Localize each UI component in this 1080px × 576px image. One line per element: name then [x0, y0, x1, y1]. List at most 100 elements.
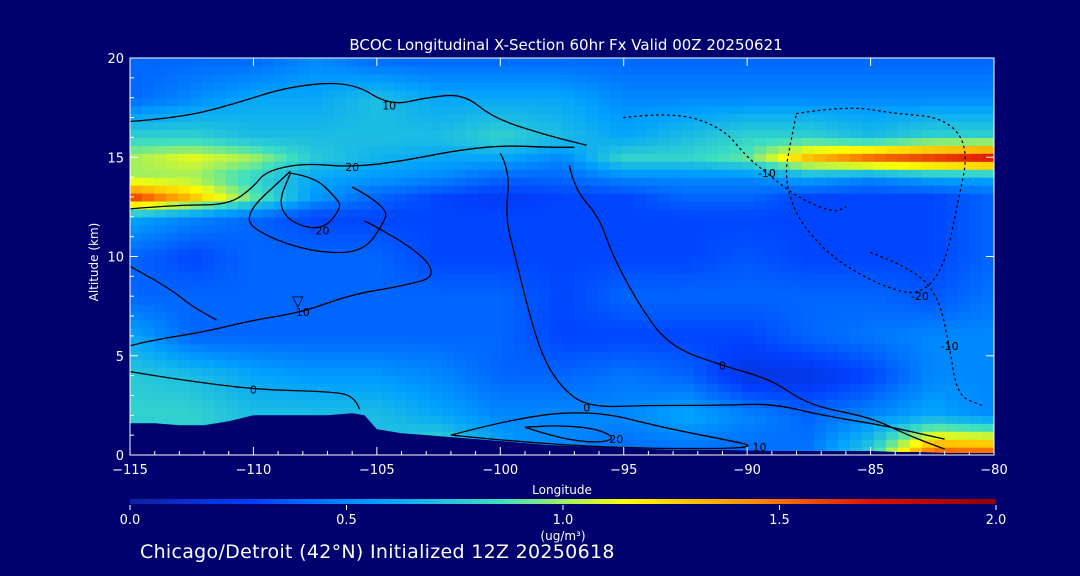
heatmap-cell [634, 351, 647, 361]
heatmap-cell [370, 89, 383, 99]
heatmap-cell [790, 359, 803, 369]
heatmap-cell [214, 367, 227, 377]
heatmap-cell [538, 153, 551, 162]
heatmap-cell [286, 200, 299, 210]
heatmap-cell [262, 177, 275, 186]
heatmap-cell [550, 192, 563, 202]
heatmap-cell [502, 192, 515, 202]
heatmap-cell [634, 208, 647, 218]
heatmap-cell [982, 248, 994, 258]
heatmap-cell [442, 312, 455, 321]
heatmap-cell [298, 105, 311, 115]
heatmap-cell [922, 137, 935, 146]
heatmap-cell [622, 216, 635, 226]
heatmap-cell [754, 272, 767, 281]
heatmap-cell [202, 327, 215, 337]
heatmap-cell [358, 97, 371, 107]
heatmap-cell [802, 161, 815, 170]
heatmap-cell [898, 58, 911, 67]
heatmap-cell [178, 304, 191, 313]
heatmap-cell [262, 304, 275, 313]
heatmap-cell [202, 224, 215, 234]
heatmap-cell [478, 407, 491, 416]
heatmap-cell [454, 81, 467, 91]
chart-title: BCOC Longitudinal X-Section 60hr Fx Vali… [349, 36, 782, 54]
heatmap-cell [322, 351, 335, 361]
heatmap-cell [826, 439, 839, 448]
heatmap-cell [166, 280, 179, 289]
heatmap-cell [850, 359, 863, 369]
heatmap-cell [514, 304, 527, 313]
heatmap-cell [958, 137, 971, 146]
heatmap-cell [598, 304, 611, 313]
heatmap-cell [586, 304, 599, 313]
heatmap-cell [142, 224, 155, 234]
heatmap-cell [910, 232, 923, 242]
heatmap-cell [238, 280, 251, 289]
heatmap-cell [430, 161, 443, 170]
heatmap-cell [766, 327, 779, 337]
heatmap-cell [130, 113, 143, 123]
heatmap-cell [130, 264, 143, 273]
heatmap-cell [514, 105, 527, 115]
heatmap-cell [130, 208, 143, 218]
heatmap-cell [670, 288, 683, 297]
heatmap-cell [790, 145, 803, 154]
heatmap-cell [670, 73, 683, 83]
heatmap-cell [874, 447, 887, 455]
heatmap-cell [274, 145, 287, 154]
heatmap-cell [862, 65, 875, 75]
heatmap-cell [298, 200, 311, 210]
heatmap-cell [742, 256, 755, 266]
heatmap-cell [862, 439, 875, 448]
heatmap-cell [418, 240, 431, 250]
heatmap-cell [514, 335, 527, 345]
heatmap-cell [718, 65, 731, 75]
heatmap-cell [490, 200, 503, 210]
heatmap-cell [346, 320, 359, 329]
heatmap-cell [922, 351, 935, 361]
heatmap-cell [718, 312, 731, 321]
heatmap-cell [634, 288, 647, 297]
heatmap-cell [718, 391, 731, 401]
heatmap-cell [922, 240, 935, 250]
heatmap-cell [478, 216, 491, 226]
heatmap-cell [202, 335, 215, 345]
heatmap-cell [634, 105, 647, 115]
heatmap-cell [874, 200, 887, 210]
heatmap-cell [766, 169, 779, 178]
heatmap-cell [682, 320, 695, 329]
heatmap-cell [646, 312, 659, 321]
heatmap-cell [910, 288, 923, 297]
heatmap-cell [346, 192, 359, 202]
heatmap-cell [514, 200, 527, 210]
heatmap-cell [226, 65, 239, 75]
heatmap-cell [790, 312, 803, 321]
heatmap-cell [814, 296, 827, 305]
heatmap-cell [958, 312, 971, 321]
heatmap-cell [874, 224, 887, 234]
heatmap-cell [946, 137, 959, 146]
heatmap-cell [142, 367, 155, 377]
heatmap-cell [958, 327, 971, 337]
heatmap-cell [190, 169, 203, 178]
heatmap-cell [382, 351, 395, 361]
heatmap-cell [502, 153, 515, 162]
heatmap-cell [598, 97, 611, 107]
heatmap-cell [622, 415, 635, 424]
heatmap-cell [958, 375, 971, 385]
heatmap-cell [262, 73, 275, 83]
heatmap-cell [130, 391, 143, 401]
heatmap-cell [898, 89, 911, 99]
heatmap-cell [958, 320, 971, 329]
heatmap-cell [610, 272, 623, 281]
heatmap-cell [178, 137, 191, 146]
heatmap-cell [466, 129, 479, 138]
heatmap-cell [430, 169, 443, 178]
heatmap-cell [130, 288, 143, 297]
heatmap-cell [310, 407, 323, 416]
heatmap-cell [382, 153, 395, 162]
heatmap-cell [946, 248, 959, 258]
heatmap-cell [946, 216, 959, 226]
heatmap-cell [682, 200, 695, 210]
